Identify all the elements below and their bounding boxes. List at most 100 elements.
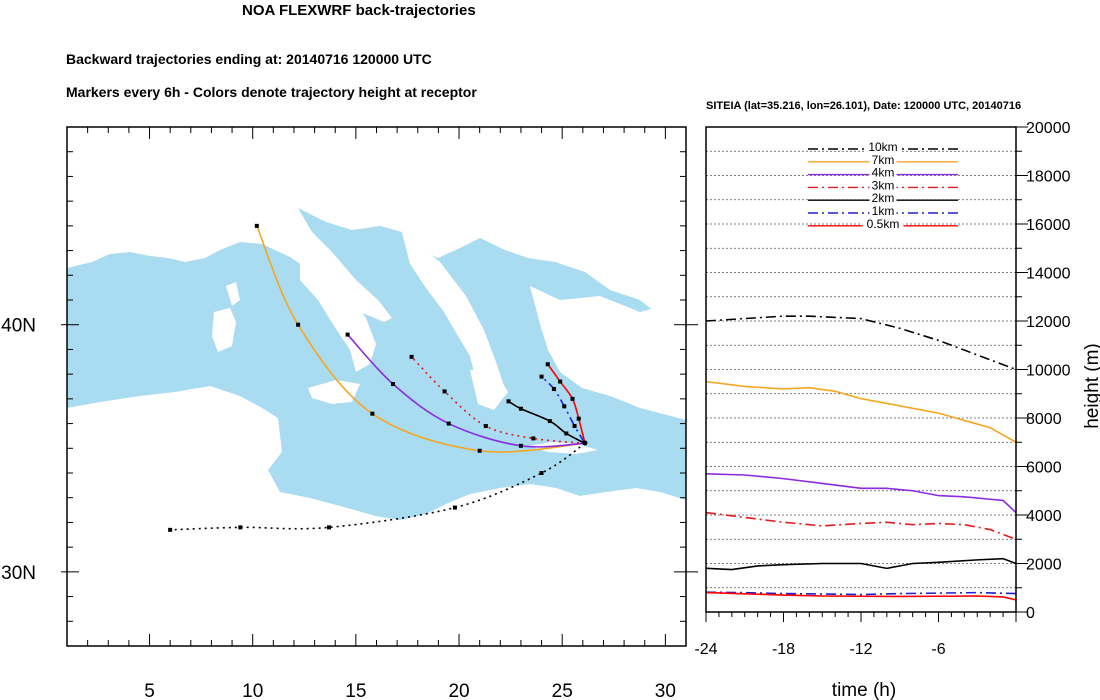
legend-label-bg: [869, 154, 897, 165]
profile-y-tick-label: 6000: [1026, 460, 1062, 477]
trajectory-marker: [391, 382, 396, 387]
legend-label: 4km: [872, 166, 895, 180]
land-sardinia: [212, 308, 236, 352]
profile-x-axis-label: time (h): [832, 680, 896, 700]
trajectory-marker: [564, 431, 569, 436]
trajectory-marker: [539, 374, 544, 379]
profile-y-tick-label: 20000: [1026, 120, 1071, 137]
trajectory-marker: [562, 404, 567, 409]
profile-gridlines: [706, 150, 1016, 589]
trajectory-marker: [539, 471, 544, 475]
profile-series: [705, 315, 1017, 601]
profile-tick-labels: 0 2000 4000 6000 8000 10000 12000 14000 16000 180…: [694, 120, 1070, 658]
land-peloponnese: [470, 370, 508, 410]
map-x-tick-label: 10: [242, 681, 263, 700]
map-x-tick-label: 5: [144, 681, 155, 700]
profile-y-tick-label: 8000: [1026, 411, 1062, 428]
trajectory-marker: [570, 396, 575, 401]
legend-label: 10km: [868, 140, 897, 154]
legend-label-bg: [869, 180, 897, 191]
trajectory-marker: [551, 386, 556, 391]
profile-y-tick-label: 0: [1026, 605, 1035, 622]
profile-series-2km: [705, 557, 1017, 571]
profile-series-4km: [705, 472, 1017, 514]
map-x-tick-label: 25: [552, 681, 573, 700]
legend-label-bg: [862, 218, 904, 229]
legend-label-bg: [866, 142, 900, 152]
land-corsica: [226, 282, 240, 306]
trajectory-marker: [345, 332, 350, 337]
profile-series-10km: [705, 315, 1017, 371]
profile-y-axis-label: height (m): [1082, 343, 1100, 429]
profile-x-tick-label: -12: [849, 641, 872, 658]
profile-y-tick-label: 10000: [1026, 363, 1071, 380]
legend-label: 3km: [872, 178, 895, 192]
height-profile-panel: SITEIA (lat=35.216, lon=26.101), Date: 1…: [694, 100, 1100, 700]
map-trajectories: [168, 223, 588, 532]
trajectory-marker: [296, 322, 301, 327]
legend-label-bg: [869, 206, 897, 216]
map-x-tick-label: 20: [448, 681, 469, 700]
profile-title: SITEIA (lat=35.216, lon=26.101), Date: 1…: [706, 100, 1021, 112]
map-y-tick-label: 30N: [1, 563, 36, 584]
trajectory-marker: [370, 411, 375, 416]
map-axis-labels: 5 10 15 20 25 30 30N 40N: [1, 316, 676, 700]
profile-y-tick-label: 16000: [1026, 217, 1071, 234]
land-turkey: [530, 286, 686, 420]
land-africa: [67, 386, 686, 646]
trajectory-marker: [558, 379, 563, 384]
profile-x-tick-label: -6: [931, 641, 945, 658]
trajectory-marker: [576, 416, 581, 421]
profile-series-0_5km: [705, 591, 1017, 601]
legend-label: 2km: [872, 191, 895, 205]
land-sicily: [308, 380, 360, 404]
map-ticks: [61, 126, 698, 647]
trajectory-marker: [446, 421, 451, 426]
profile-series-3km: [705, 511, 1017, 540]
profile-series-1km: [705, 591, 1017, 596]
profile-x-tick-label: -18: [772, 641, 795, 658]
trajectory-marker: [442, 389, 447, 394]
trajectory-marker: [452, 505, 457, 510]
legend-label: 0.5km: [867, 217, 900, 231]
land-europe-north: [67, 127, 686, 322]
trajectory-marker: [477, 448, 482, 453]
land-italy-boot: [300, 260, 376, 372]
legend-label-bg: [869, 167, 897, 178]
land-greece: [402, 232, 506, 398]
profile-x-tick-label: -24: [694, 641, 717, 658]
trajectory-marker: [409, 354, 414, 359]
subtitle-ending-time: Backward trajectories ending at: 2014071…: [66, 51, 432, 67]
map-x-tick-label: 30: [655, 681, 676, 700]
legend-label-bg: [869, 193, 897, 204]
trajectory-marker: [254, 223, 259, 228]
legend-label: 7km: [872, 153, 895, 167]
trajectory-marker: [327, 525, 332, 530]
map-x-tick-label: 15: [345, 681, 366, 700]
land-crete: [528, 442, 598, 454]
legend-label: 1km: [872, 204, 895, 218]
trajectory-map: 5 10 15 20 25 30 30N 40N: [1, 126, 698, 700]
trajectory-marker: [545, 362, 550, 367]
receptor-marker: [582, 440, 588, 446]
trajectory-marker: [506, 399, 511, 404]
trajectory-marker: [518, 443, 523, 448]
trajectory-marker: [531, 436, 536, 441]
trajectory-marker: [238, 525, 243, 530]
profile-series-7km: [705, 380, 1017, 443]
land-masses: [67, 127, 686, 646]
profile-y-tick-label: 14000: [1026, 266, 1071, 283]
profile-y-tick-label: 18000: [1026, 169, 1071, 186]
profile-y-tick-label: 12000: [1026, 314, 1071, 331]
trajectory-marker: [483, 424, 488, 429]
profile-y-tick-label: 2000: [1026, 557, 1062, 574]
trajectory-marker: [518, 406, 523, 411]
main-title: NOA FLEXWRF back-trajectories: [242, 2, 476, 19]
trajectory-marker: [547, 419, 552, 424]
profile-ticks: [705, 126, 1028, 622]
profile-y-tick-label: 4000: [1026, 508, 1062, 525]
trajectory-marker: [572, 424, 577, 429]
trajectory-marker: [168, 527, 173, 532]
